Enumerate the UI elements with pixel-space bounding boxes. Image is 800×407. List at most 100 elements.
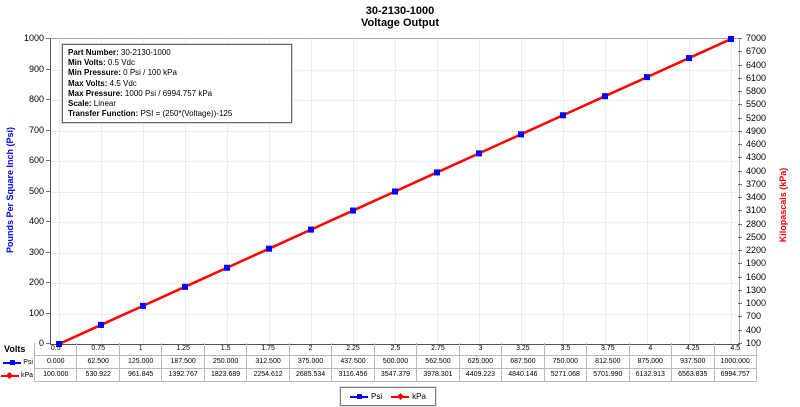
data-point-marker <box>434 169 440 176</box>
left-axis-tick-mark <box>46 221 50 222</box>
table-cell: 312.500 <box>247 356 290 368</box>
right-axis-tick-label: 1000 <box>746 298 767 309</box>
grid-line-horizontal <box>51 69 739 71</box>
data-point-marker <box>476 150 482 157</box>
right-axis-tick-label: 5800 <box>746 86 767 97</box>
right-axis-tick-mark <box>738 197 742 199</box>
right-axis-tick-mark <box>738 117 742 119</box>
left-axis-tick-mark <box>46 99 50 100</box>
legend-label-psi: Psi <box>371 392 383 401</box>
legend: Psi kPa <box>340 387 436 406</box>
left-axis-tick-mark <box>46 282 50 283</box>
right-axis-tick-mark <box>738 289 742 291</box>
info-box-label: Part Number: <box>68 48 121 57</box>
right-axis-tick-mark <box>738 104 742 106</box>
table-cell: 0.5 <box>35 343 78 355</box>
right-axis-tick-mark <box>738 130 742 132</box>
right-axis-tick-label: 100 <box>746 338 762 348</box>
table-row-header-label: Psi <box>23 359 33 366</box>
table-cell: 5701.990 <box>587 369 630 381</box>
data-point-marker <box>350 207 356 214</box>
info-box-line: Min Volts: 0.5 Vdc <box>68 58 135 68</box>
table-cell: 812.500 <box>587 356 630 368</box>
grid-line-horizontal <box>51 222 739 223</box>
data-point-marker <box>98 321 104 328</box>
table-cell: 3.5 <box>545 343 588 355</box>
table-cell: 5271.068 <box>545 369 588 381</box>
right-axis-tick-label: 2500 <box>746 231 767 242</box>
left-axis-tick-label: 800 <box>28 94 44 104</box>
right-axis-tick-mark <box>738 316 742 318</box>
info-box-label: Transfer Function: <box>68 109 141 119</box>
right-axis-tick-label: 3100 <box>746 205 767 216</box>
table-cell: 937.500 <box>672 356 715 368</box>
data-point-marker <box>224 264 230 271</box>
right-axis-tick-mark <box>738 144 742 146</box>
right-axis-tick-mark <box>738 329 742 331</box>
table-cell: 3.25 <box>502 343 545 355</box>
right-axis-tick-mark <box>738 263 742 265</box>
table-cell: 3978.301 <box>417 369 460 381</box>
right-axis-tick-label: 7000 <box>746 33 767 43</box>
table-row-volts: 0.5 0.75 1 1.25 1.5 1.75 2 2.25 2.5 2.75 3 3.25 3.5 3… <box>34 343 757 356</box>
table-cell: 187.500 <box>162 356 205 368</box>
right-axis-tick-label: 3700 <box>746 178 767 189</box>
right-axis-tick-label: 700 <box>746 311 762 322</box>
psi-line-marker-icon <box>3 359 22 366</box>
table-cell: 2254.612 <box>247 369 290 381</box>
table-cell: 1392.767 <box>162 369 205 381</box>
data-point-marker <box>308 226 314 233</box>
table-cell: 2 <box>290 343 333 355</box>
table-cell: 6563.835 <box>672 369 715 381</box>
marker-shape <box>9 360 15 365</box>
left-axis-tick-mark <box>46 129 50 131</box>
kpa-line-marker-icon <box>0 371 19 380</box>
data-point-marker <box>602 93 608 100</box>
right-axis-tick-label: 4000 <box>746 165 767 176</box>
table-row-psi: 0.000 62.500 125.000 187.500 250.000 312.500 3… <box>34 356 757 369</box>
table-cell: 1823.689 <box>205 369 248 381</box>
right-axis-tick-mark <box>738 250 742 252</box>
data-point-marker <box>728 36 734 42</box>
table-cell: 2.5 <box>375 343 418 355</box>
right-axis-tick-mark <box>738 64 742 66</box>
marker-shape <box>6 371 14 380</box>
right-axis-tick-mark <box>738 236 742 238</box>
table-cell: 62.500 <box>77 356 120 368</box>
info-box-label: Min Volts: <box>68 58 108 68</box>
series-plot <box>56 36 734 347</box>
table-cell: 6994.757 <box>715 369 757 381</box>
right-axis-tick-mark <box>738 170 742 172</box>
table-cell: 1.25 <box>162 343 205 355</box>
left-axis-tick-mark <box>46 38 50 39</box>
right-axis-tick-label: 2800 <box>746 218 767 229</box>
left-axis-tick-label: 500 <box>28 185 44 196</box>
info-box-line: Min Pressure: 0 Psi / 100 kPa <box>68 68 177 78</box>
table-cell: 4 <box>630 343 673 355</box>
table-cell: 875.000 <box>630 356 673 368</box>
right-axis-tick-label: 4300 <box>746 152 767 163</box>
table-cell: 2685.534 <box>290 369 333 381</box>
grid-line-horizontal <box>51 313 739 315</box>
right-axis-tick-label: 5500 <box>746 99 767 110</box>
table-cell: 530.922 <box>77 369 120 381</box>
table-cell: 500.000 <box>375 356 418 368</box>
table-cell: 4840.146 <box>502 369 545 381</box>
table-cell: 750.000 <box>545 356 588 368</box>
right-axis-tick-label: 6400 <box>746 59 767 70</box>
table-cell: 125.000 <box>120 356 163 368</box>
table-cell: 4.5 <box>715 343 757 355</box>
grid-line-horizontal <box>51 252 739 254</box>
right-axis-tick-mark <box>738 276 742 278</box>
table-cell: 961.845 <box>120 369 163 381</box>
left-axis-tick-label: 1000 <box>23 33 44 43</box>
table-row-kpa: 100.000 530.922 961.845 1392.767 1823.689 225… <box>34 369 757 382</box>
right-axis-tick-mark <box>738 38 742 39</box>
data-point-marker <box>182 283 188 290</box>
left-axis-tick-label: 900 <box>28 63 44 74</box>
x-axis-label: Volts <box>4 344 26 354</box>
left-axis-tick-label: 400 <box>28 216 44 226</box>
table-cell: 2.25 <box>332 343 375 355</box>
left-axis-tick-label: 700 <box>28 124 44 135</box>
